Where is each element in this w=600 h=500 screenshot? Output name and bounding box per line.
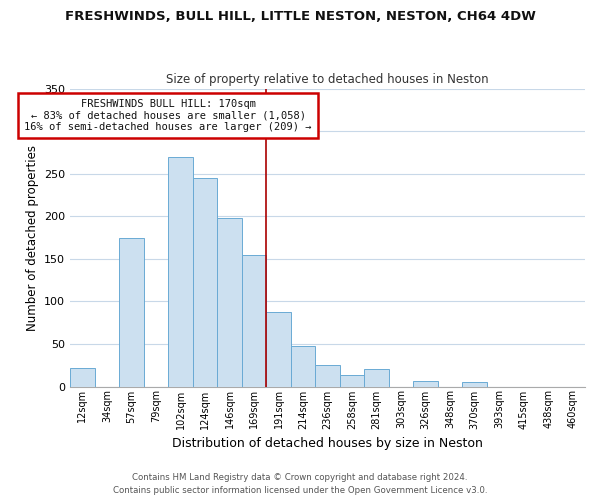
Bar xyxy=(217,218,242,386)
Bar xyxy=(168,156,193,386)
Bar xyxy=(364,368,389,386)
X-axis label: Distribution of detached houses by size in Neston: Distribution of detached houses by size … xyxy=(172,437,483,450)
Text: FRESHWINDS, BULL HILL, LITTLE NESTON, NESTON, CH64 4DW: FRESHWINDS, BULL HILL, LITTLE NESTON, NE… xyxy=(65,10,535,23)
Bar xyxy=(266,312,291,386)
Bar xyxy=(340,374,364,386)
Bar xyxy=(242,254,266,386)
Bar xyxy=(291,346,316,387)
Text: Contains HM Land Registry data © Crown copyright and database right 2024.
Contai: Contains HM Land Registry data © Crown c… xyxy=(113,474,487,495)
Bar xyxy=(70,368,95,386)
Bar xyxy=(119,238,144,386)
Bar xyxy=(463,382,487,386)
Title: Size of property relative to detached houses in Neston: Size of property relative to detached ho… xyxy=(166,73,489,86)
Bar xyxy=(316,365,340,386)
Bar xyxy=(413,380,438,386)
Bar xyxy=(193,178,217,386)
Y-axis label: Number of detached properties: Number of detached properties xyxy=(26,144,38,330)
Text: FRESHWINDS BULL HILL: 170sqm
← 83% of detached houses are smaller (1,058)
16% of: FRESHWINDS BULL HILL: 170sqm ← 83% of de… xyxy=(25,99,312,132)
